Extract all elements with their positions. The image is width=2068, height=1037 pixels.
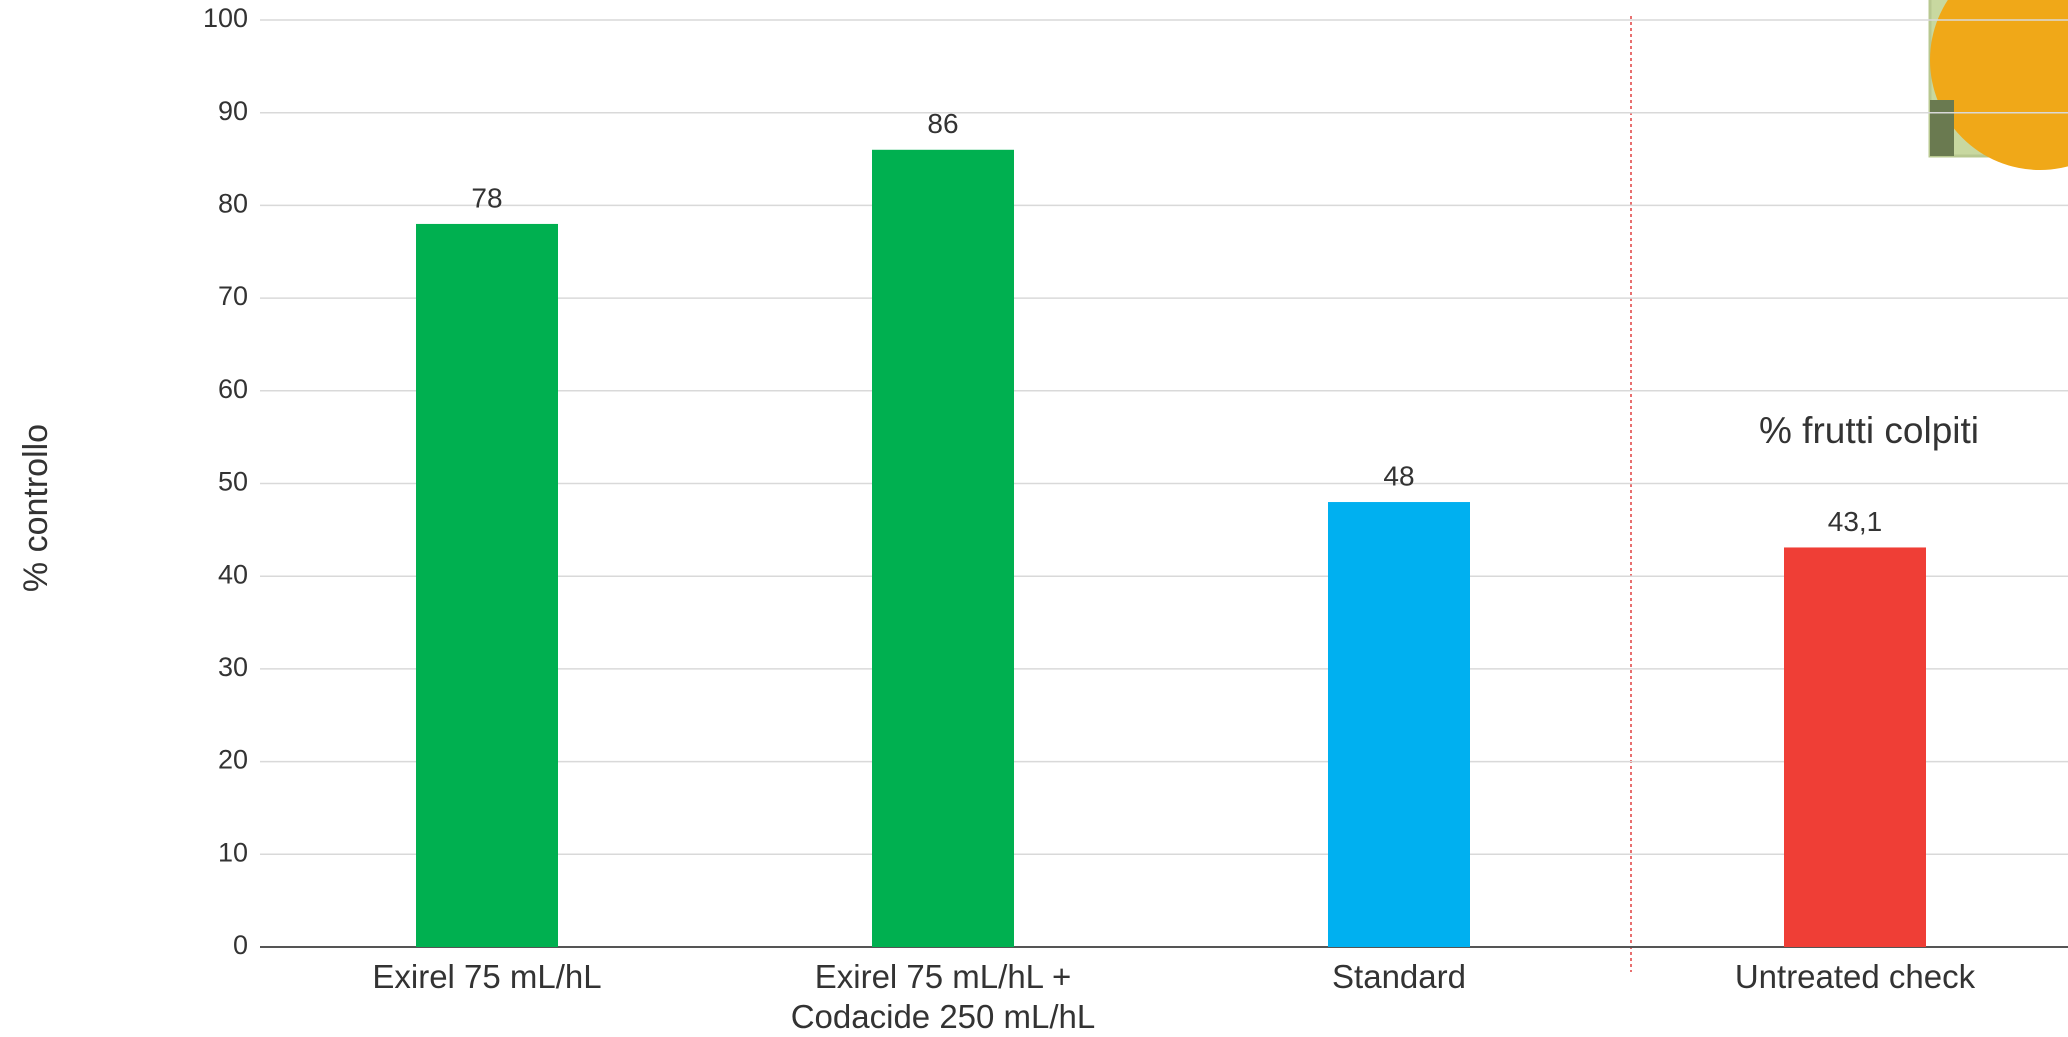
photo [1928,0,2068,170]
data-label: 78 [471,182,502,213]
x-tick-label: Untreated check [1734,958,1976,995]
y-tick-label: 80 [218,189,248,219]
y-tick-label: 90 [218,96,248,126]
x-tick-label: Standard [1332,958,1466,995]
x-tick-label: Exirel 75 mL/hL + Codacide 250 mL/hL [790,958,1096,1035]
x-tick-label: Exirel 75 mL/hL [372,958,602,995]
y-tick-label: 60 [218,374,248,404]
y-tick-label: 30 [218,652,248,682]
y-axis-title: % controllo [17,424,55,592]
data-label: 43,1 [1828,506,1883,537]
data-label: 86 [927,108,958,139]
y-tick-label: 70 [218,281,248,311]
y-tick-label: 50 [218,467,248,497]
y-tick-label: 40 [218,559,248,589]
y-tick-label: 20 [218,745,248,775]
annotation: % frutti colpiti [1759,410,1979,451]
y-tick-label: 10 [218,837,248,867]
y-tick-label: 0 [233,930,248,960]
bar [1784,547,1926,947]
bar [872,149,1014,947]
y-tick-label: 100 [203,3,248,33]
bar [1328,502,1470,947]
data-label: 48 [1383,460,1414,491]
bar [416,223,558,947]
